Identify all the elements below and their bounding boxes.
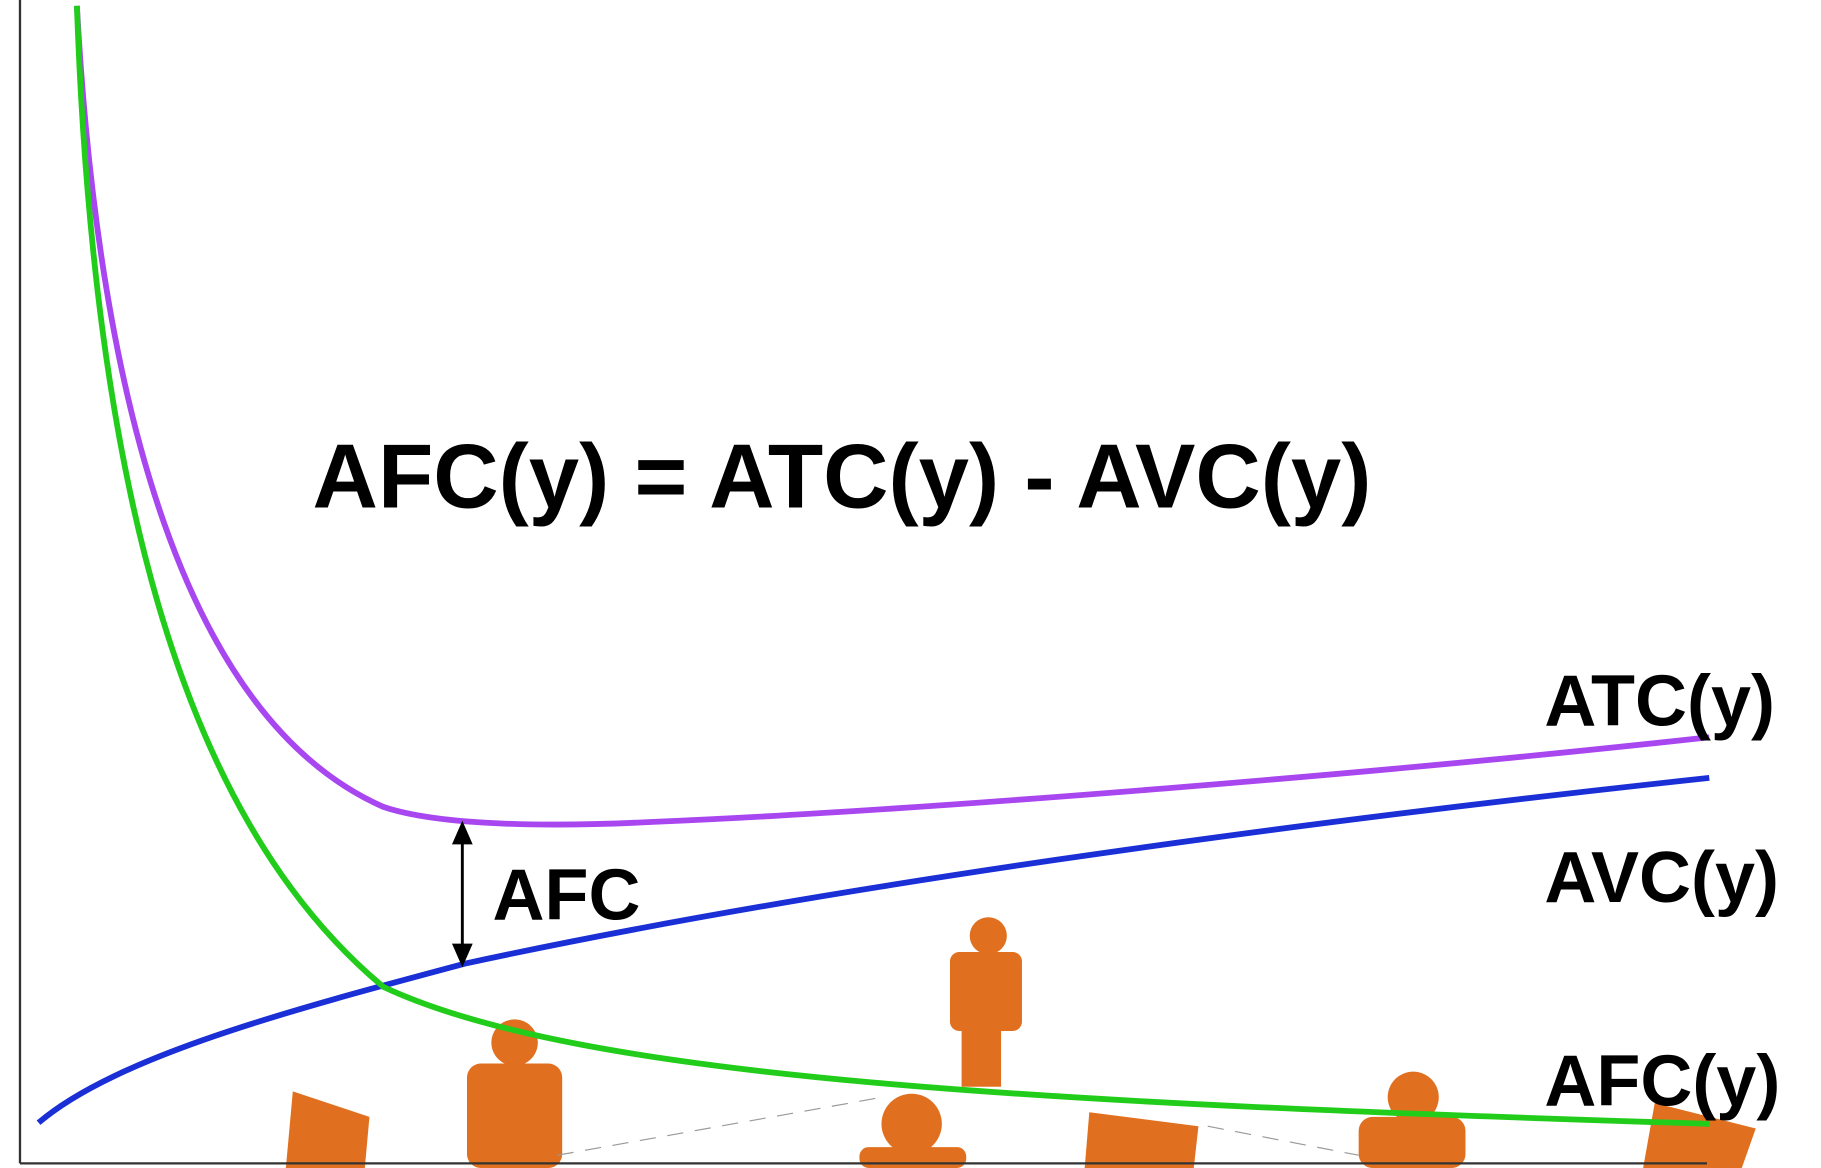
equation: AFC(y) = ATC(y) - AVC(y) (313, 426, 1372, 527)
gap-label: AFC (493, 856, 641, 936)
avc-label: AVC(y) (1544, 838, 1779, 918)
afc-gap-arrow (454, 824, 470, 963)
afc-label: AFC(y) (1544, 1041, 1780, 1121)
afc-curve (77, 6, 1709, 1124)
diagram: AFC(y) = ATC(y) - AVC(y) ATC(y) AVC(y) A… (0, 0, 1821, 1168)
avc-curve (39, 778, 1710, 1123)
atc-label: ATC(y) (1544, 662, 1775, 742)
atc-curve (77, 6, 1709, 825)
